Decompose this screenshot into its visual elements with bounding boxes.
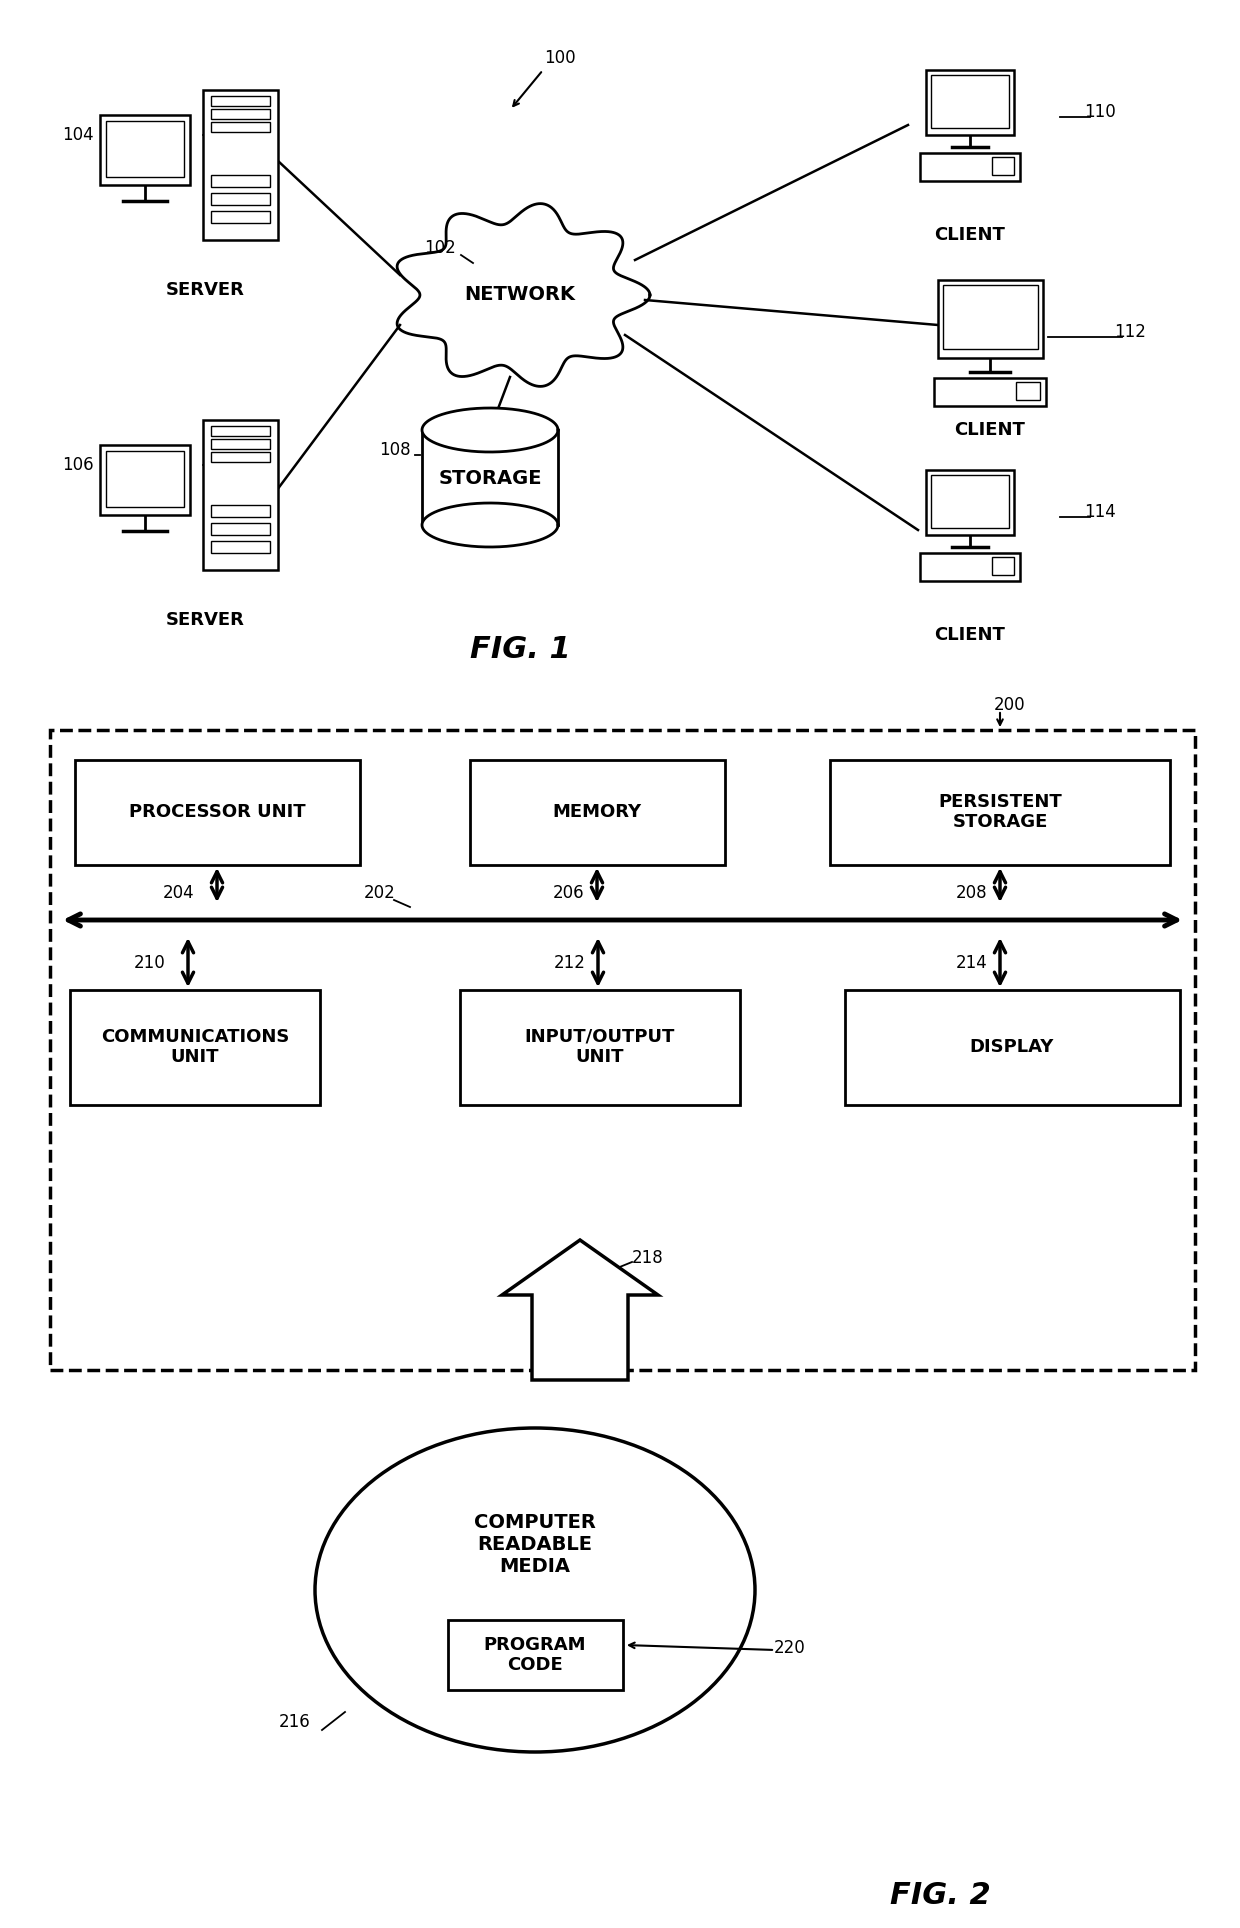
- Text: PERSISTENT
STORAGE: PERSISTENT STORAGE: [939, 792, 1061, 831]
- Polygon shape: [397, 204, 650, 386]
- Bar: [203, 91, 278, 239]
- Bar: [100, 445, 190, 515]
- Bar: [211, 505, 270, 517]
- Text: SERVER: SERVER: [166, 611, 244, 629]
- Bar: [211, 542, 270, 553]
- Text: 216: 216: [279, 1712, 311, 1731]
- Text: 100: 100: [544, 48, 575, 67]
- Bar: [203, 420, 278, 571]
- Bar: [211, 426, 270, 436]
- Text: 110: 110: [1084, 102, 1116, 121]
- Bar: [920, 152, 1021, 181]
- Text: 212: 212: [554, 954, 587, 972]
- Bar: [844, 989, 1180, 1105]
- Bar: [74, 760, 360, 866]
- Bar: [830, 760, 1171, 866]
- Text: COMMUNICATIONS
UNIT: COMMUNICATIONS UNIT: [100, 1028, 289, 1066]
- Bar: [460, 989, 740, 1105]
- Text: FIG. 1: FIG. 1: [470, 636, 570, 665]
- Text: 104: 104: [62, 125, 94, 145]
- Text: 102: 102: [424, 239, 456, 256]
- Bar: [448, 1620, 622, 1691]
- Bar: [211, 522, 270, 534]
- Bar: [50, 731, 1195, 1371]
- Bar: [931, 75, 1009, 127]
- Text: 204: 204: [164, 885, 195, 902]
- Bar: [69, 989, 320, 1105]
- Text: 202: 202: [365, 885, 396, 902]
- Bar: [211, 175, 270, 187]
- Bar: [211, 440, 270, 449]
- Bar: [1016, 382, 1040, 399]
- Text: SERVER: SERVER: [166, 281, 244, 299]
- Bar: [926, 470, 1014, 534]
- Text: 210: 210: [134, 954, 166, 972]
- Text: COMPUTER
READABLE
MEDIA: COMPUTER READABLE MEDIA: [474, 1513, 596, 1577]
- Text: FIG. 2: FIG. 2: [889, 1880, 991, 1909]
- Bar: [211, 96, 270, 106]
- Polygon shape: [422, 503, 558, 548]
- Text: 106: 106: [62, 457, 94, 474]
- Text: MEMORY: MEMORY: [553, 802, 641, 821]
- Text: DISPLAY: DISPLAY: [970, 1037, 1054, 1057]
- Bar: [920, 553, 1021, 580]
- Bar: [105, 121, 184, 177]
- Text: PROGRAM
CODE: PROGRAM CODE: [484, 1635, 587, 1674]
- Bar: [926, 69, 1014, 135]
- Text: INPUT/OUTPUT
UNIT: INPUT/OUTPUT UNIT: [525, 1028, 676, 1066]
- Text: STORAGE: STORAGE: [438, 469, 542, 488]
- Ellipse shape: [315, 1429, 755, 1753]
- Text: CLIENT: CLIENT: [935, 226, 1006, 245]
- Bar: [931, 474, 1009, 528]
- Bar: [942, 285, 1038, 349]
- Text: CLIENT: CLIENT: [955, 420, 1025, 440]
- Bar: [211, 110, 270, 120]
- Bar: [105, 451, 184, 507]
- Bar: [211, 193, 270, 204]
- Text: PROCESSOR UNIT: PROCESSOR UNIT: [129, 802, 305, 821]
- Text: CLIENT: CLIENT: [935, 627, 1006, 644]
- Bar: [211, 451, 270, 463]
- Text: 214: 214: [956, 954, 988, 972]
- Bar: [100, 116, 190, 185]
- Text: 108: 108: [379, 442, 410, 459]
- Text: NETWORK: NETWORK: [465, 285, 575, 305]
- Bar: [934, 378, 1047, 407]
- Polygon shape: [422, 409, 558, 451]
- Polygon shape: [502, 1240, 658, 1380]
- Text: 218: 218: [632, 1249, 663, 1267]
- Text: 206: 206: [553, 885, 585, 902]
- Text: 200: 200: [994, 696, 1025, 713]
- Bar: [211, 210, 270, 224]
- Text: 112: 112: [1114, 324, 1146, 341]
- Bar: [470, 760, 725, 866]
- Text: 114: 114: [1084, 503, 1116, 521]
- Bar: [992, 156, 1014, 175]
- Text: 220: 220: [774, 1639, 806, 1656]
- Bar: [937, 280, 1043, 359]
- Bar: [992, 557, 1014, 575]
- Text: 208: 208: [956, 885, 988, 902]
- Bar: [211, 121, 270, 131]
